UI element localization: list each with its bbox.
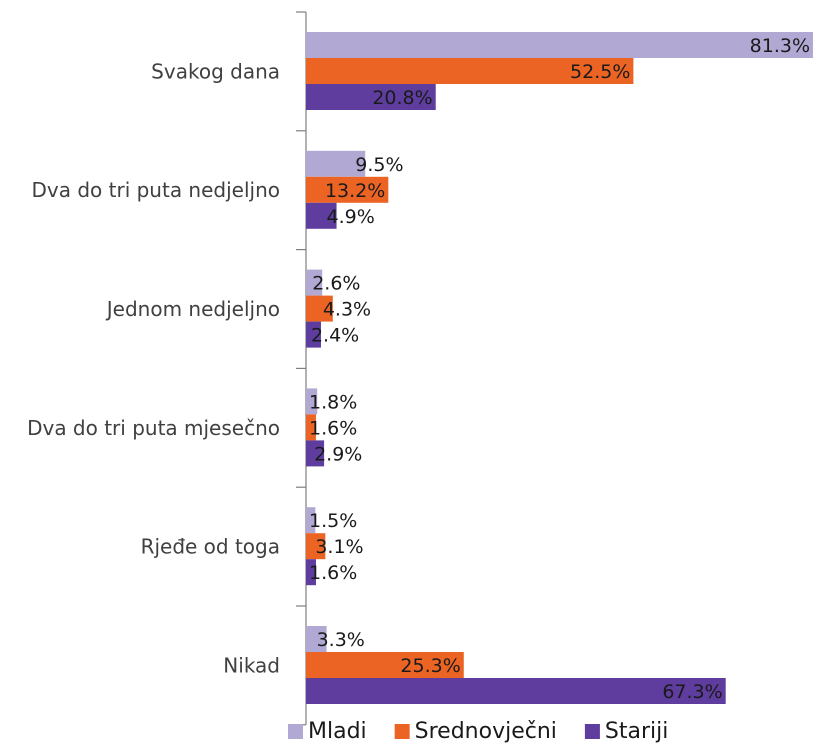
bar-srednovjeni bbox=[306, 652, 464, 678]
bar-mladi bbox=[306, 269, 323, 296]
bar-stariji bbox=[306, 678, 726, 704]
bar-stariji bbox=[306, 559, 316, 586]
bar-mladi bbox=[306, 32, 813, 58]
category-labels-layer: Svakog dana Dva do tri puta nedjeljno Jedn… bbox=[27, 59, 280, 677]
bar-srednovjeni bbox=[306, 295, 333, 322]
legend-swatch bbox=[584, 724, 600, 739]
axis-layer bbox=[296, 11, 307, 726]
data-label: 4.9% bbox=[327, 206, 375, 228]
bar-mladi bbox=[306, 626, 327, 652]
category-label: Rjeđe od toga bbox=[141, 535, 280, 559]
bar-stariji bbox=[306, 440, 325, 467]
legend-swatch bbox=[394, 724, 410, 739]
bar-mladi bbox=[306, 150, 366, 177]
bar-stariji bbox=[306, 84, 436, 110]
data-label: 52.5% bbox=[570, 61, 630, 83]
bar-stariji bbox=[306, 202, 337, 229]
category-label: Dva do tri puta mjesečno bbox=[27, 416, 280, 440]
data-label: 25.3% bbox=[400, 655, 460, 677]
data-label: 9.5% bbox=[355, 154, 403, 176]
category-label: Jednom nedjeljno bbox=[105, 297, 280, 321]
category-label: Nikad bbox=[223, 653, 280, 677]
data-labels-layer: 81.3% 52.5% 20.8% 9.5% 13.2% 4.9% 2.6% 4.3% 2.4%… bbox=[309, 35, 810, 703]
data-label: 3.1% bbox=[315, 536, 363, 558]
data-label: 3.3% bbox=[317, 629, 365, 651]
data-label: 2.9% bbox=[314, 443, 362, 465]
data-label: 2.4% bbox=[311, 325, 359, 347]
data-label: 20.8% bbox=[372, 87, 432, 109]
legend-label: Stariji bbox=[605, 719, 668, 744]
legend-label: Srednovječni bbox=[415, 719, 557, 744]
data-label: 67.3% bbox=[662, 681, 722, 703]
bar-srednovjeni bbox=[306, 414, 316, 441]
bar-stariji bbox=[306, 321, 321, 348]
data-label: 1.6% bbox=[309, 562, 357, 584]
bar-srednovjeni bbox=[306, 176, 389, 203]
data-label: 1.8% bbox=[309, 391, 357, 413]
legend: Mladi Srednovječni Stariji bbox=[288, 719, 668, 744]
data-label: 13.2% bbox=[325, 180, 385, 202]
data-label: 4.3% bbox=[323, 299, 371, 321]
data-label: 1.5% bbox=[309, 510, 357, 532]
bar-srednovjeni bbox=[306, 58, 634, 84]
data-label: 1.6% bbox=[309, 417, 357, 439]
data-label: 81.3% bbox=[750, 35, 810, 57]
bars-layer bbox=[306, 32, 813, 704]
bar-mladi bbox=[306, 507, 316, 534]
legend-swatch bbox=[288, 724, 303, 739]
category-label: Svakog dana bbox=[151, 59, 280, 83]
bar-srednovjeni bbox=[306, 533, 326, 560]
legend-label: Mladi bbox=[308, 719, 367, 744]
data-label: 2.6% bbox=[312, 273, 360, 295]
bar-mladi bbox=[306, 388, 318, 415]
category-label: Dva do tri puta nedjeljno bbox=[31, 178, 280, 202]
